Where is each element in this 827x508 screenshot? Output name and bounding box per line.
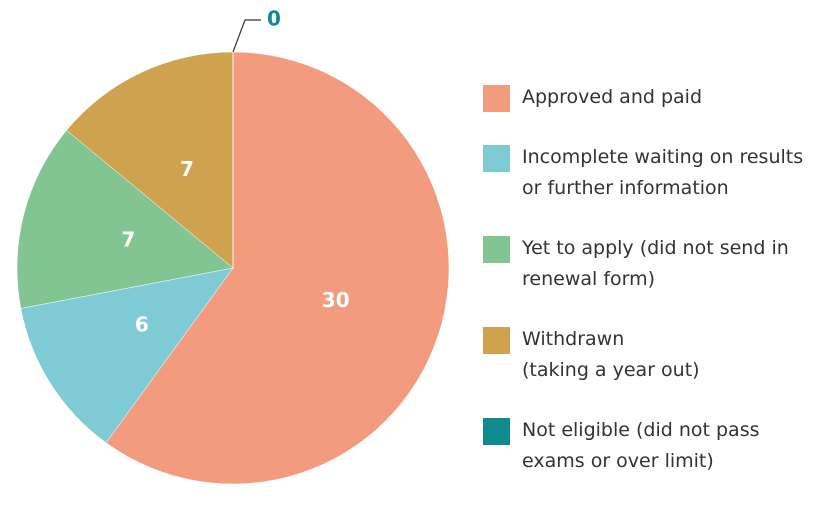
legend-swatch [483, 85, 510, 112]
slice-label: 7 [121, 228, 135, 252]
legend-label: Incomplete waiting on results or further… [522, 146, 804, 199]
legend-item: Incomplete waiting on results or further… [483, 144, 827, 204]
legend-label: Approved and paid [522, 86, 702, 108]
pie-slice [66, 51, 234, 269]
legend-label: Withdrawn (taking a year out) [522, 328, 700, 381]
legend-swatch [483, 145, 510, 172]
pie-chart: 30 6 7 7 0 [16, 7, 450, 485]
legend-swatch [483, 327, 510, 354]
slice-label: 7 [180, 157, 194, 181]
legend-swatch [483, 418, 510, 445]
slice-label: 6 [135, 312, 149, 336]
page: 30 6 7 7 0 Approved and paid Incomplete waiti… [16, 7, 803, 485]
slice-label: 30 [322, 288, 350, 312]
legend-item: Not eligible (did not pass exams or over… [483, 417, 827, 477]
zero-label: 0 [267, 7, 281, 31]
pie-slice [20, 267, 234, 444]
legend-item: Withdrawn (taking a year out) [483, 326, 827, 386]
legend: Approved and paid Incomplete waiting on r… [483, 84, 827, 508]
legend-swatch [483, 236, 510, 263]
legend-item: Approved and paid [483, 84, 827, 113]
legend-item: Yet to apply (did not send in renewal fo… [483, 235, 827, 295]
pie-slice [105, 51, 450, 485]
leader-line [232, 19, 261, 53]
pie-slice [16, 129, 234, 309]
legend-label: Not eligible (did not pass exams or over… [522, 419, 760, 472]
legend-label: Yet to apply (did not send in renewal fo… [522, 237, 789, 290]
